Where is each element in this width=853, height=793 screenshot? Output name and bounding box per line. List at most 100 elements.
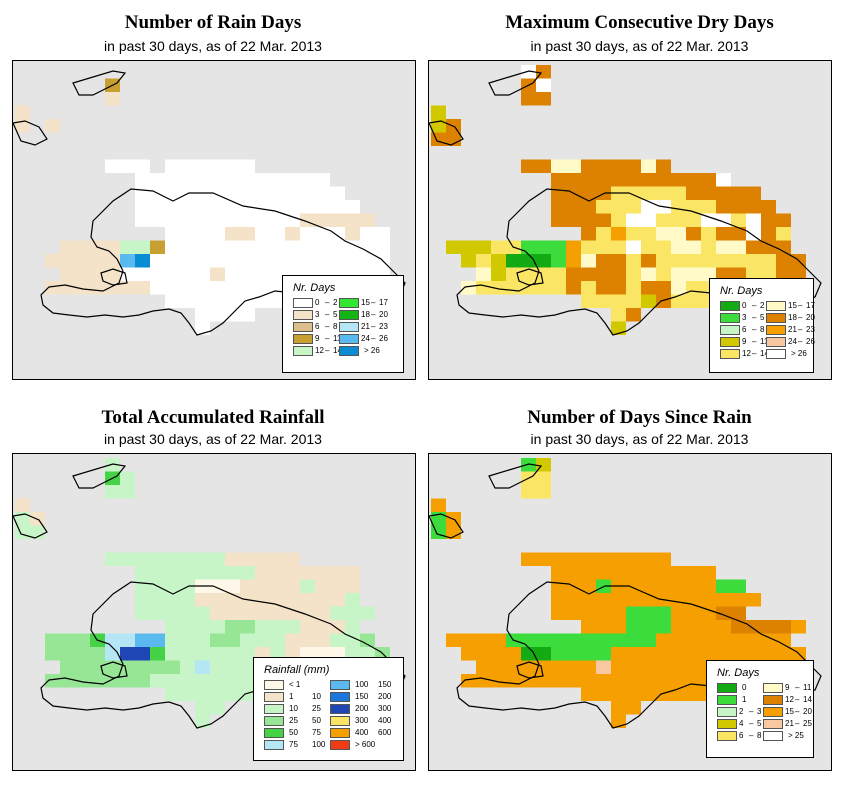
grid-cell <box>596 200 611 214</box>
grid-cell <box>345 633 360 647</box>
grid-cell <box>611 227 626 241</box>
legend-swatch <box>330 740 350 750</box>
grid-cell <box>240 281 255 295</box>
grid-cell <box>165 674 180 688</box>
grid-cell <box>701 186 716 200</box>
grid-cell <box>746 620 761 634</box>
grid-cell <box>611 267 626 281</box>
grid-cell <box>641 687 656 701</box>
grid-cell <box>596 687 611 701</box>
grid-cell <box>701 566 716 580</box>
grid-cell <box>75 254 90 268</box>
grid-cell <box>285 566 300 580</box>
grid-cell <box>611 633 626 647</box>
grid-cell <box>506 647 521 661</box>
grid-cell <box>210 227 225 241</box>
grid-cell <box>45 119 60 133</box>
grid-cell <box>581 186 596 200</box>
panel-subtitle: in past 30 days, as of 22 Mar. 2013 <box>530 38 749 54</box>
grid-cell <box>330 240 345 254</box>
grid-cell <box>626 593 641 607</box>
grid-cell <box>120 471 135 485</box>
grid-cell <box>315 213 330 227</box>
grid-cell <box>240 620 255 634</box>
grid-cell <box>210 593 225 607</box>
grid-cell <box>255 620 270 634</box>
grid-cell <box>90 647 105 661</box>
grid-cell <box>671 647 686 661</box>
grid-cell <box>656 240 671 254</box>
grid-cell <box>551 281 566 295</box>
grid-cell <box>255 254 270 268</box>
grid-cell <box>285 240 300 254</box>
map-area[interactable] <box>12 60 416 380</box>
grid-cell <box>716 254 731 268</box>
grid-cell <box>581 200 596 214</box>
grid-cell <box>461 647 476 661</box>
grid-cell <box>210 566 225 580</box>
grid-cell <box>611 620 626 634</box>
grid-cell <box>536 552 551 566</box>
grid-cell <box>491 660 506 674</box>
grid-cell <box>761 267 776 281</box>
grid-cell <box>731 254 746 268</box>
grid-cell <box>491 281 506 295</box>
grid-cell <box>491 633 506 647</box>
grid-cell <box>345 606 360 620</box>
legend-label: 24 <box>788 337 797 346</box>
grid-cell <box>240 254 255 268</box>
legend-label: 21 <box>361 322 370 331</box>
legend-label: > 25 <box>788 731 804 740</box>
grid-cell <box>45 633 60 647</box>
grid-cell <box>506 267 521 281</box>
legend-label: 15 <box>788 301 797 310</box>
grid-cell <box>105 159 120 173</box>
grid-cell <box>611 647 626 661</box>
legend-dash: – <box>795 683 800 692</box>
grid-cell <box>285 213 300 227</box>
grid-cell <box>255 633 270 647</box>
legend-swatch <box>264 728 284 738</box>
grid-cell <box>686 566 701 580</box>
grid-cell <box>360 213 375 227</box>
grid-cell <box>581 294 596 308</box>
map-area[interactable] <box>428 453 832 771</box>
grid-cell <box>120 485 135 499</box>
grid-cell <box>611 566 626 580</box>
grid-cell <box>315 240 330 254</box>
legend-label: 4 <box>739 719 744 728</box>
grid-cell <box>461 240 476 254</box>
grid-cell <box>626 308 641 322</box>
grid-cell <box>521 633 536 647</box>
grid-cell <box>581 254 596 268</box>
grid-cell <box>165 227 180 241</box>
grid-cell <box>701 647 716 661</box>
grid-cell <box>135 213 150 227</box>
grid-cell <box>551 240 566 254</box>
grid-cell <box>210 674 225 688</box>
legend-label: 20 <box>806 313 815 322</box>
legend-swatch <box>339 346 359 356</box>
grid-cell <box>210 620 225 634</box>
grid-cell <box>536 485 551 499</box>
grid-cell <box>195 267 210 281</box>
grid-cell <box>30 525 45 539</box>
legend-swatch <box>339 322 359 332</box>
grid-cell <box>716 267 731 281</box>
coastline-outline <box>488 70 543 96</box>
grid-cell <box>746 186 761 200</box>
grid-cell <box>761 213 776 227</box>
grid-cell <box>300 566 315 580</box>
legend-label: 20 <box>803 707 812 716</box>
legend-swatch <box>264 740 284 750</box>
grid-cell <box>60 254 75 268</box>
grid-cell <box>285 186 300 200</box>
grid-cell <box>641 566 656 580</box>
grid-cell <box>180 294 195 308</box>
panel-subtitle: in past 30 days, as of 22 Mar. 2013 <box>104 38 322 54</box>
coastline-outline <box>429 120 464 146</box>
grid-cell <box>731 240 746 254</box>
grid-cell <box>195 294 210 308</box>
grid-cell <box>105 647 120 661</box>
grid-cell <box>360 240 375 254</box>
